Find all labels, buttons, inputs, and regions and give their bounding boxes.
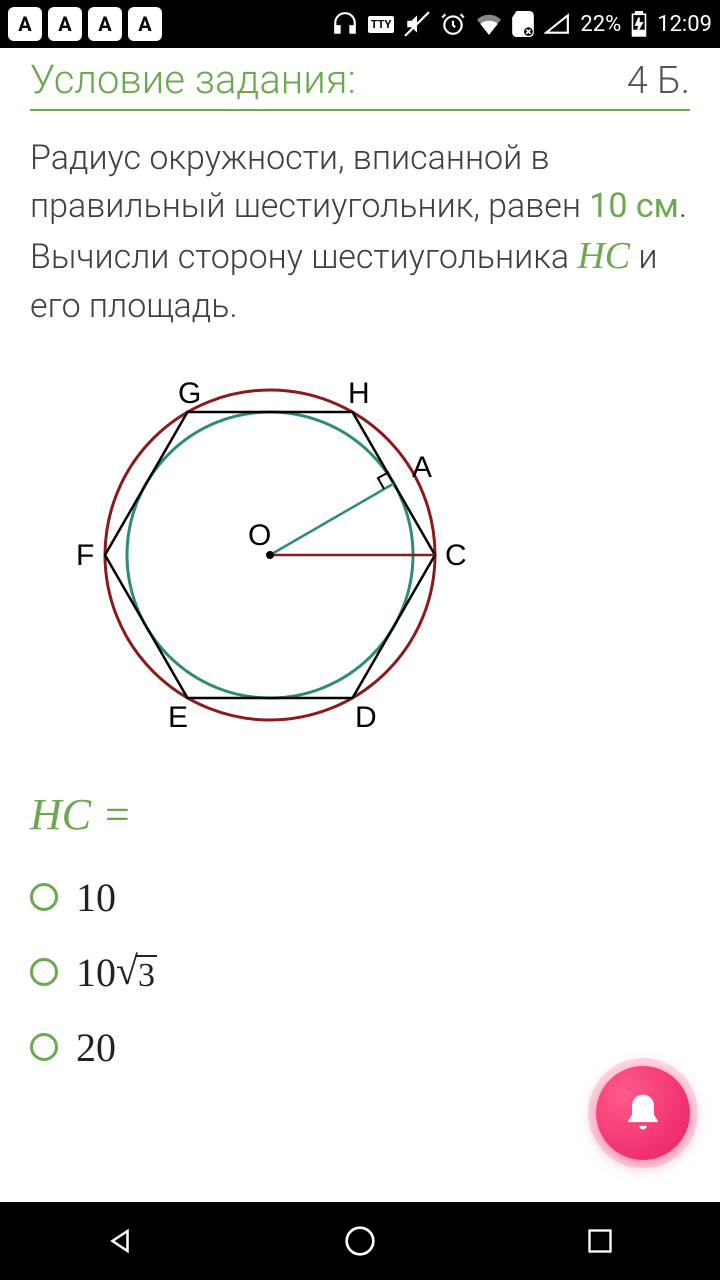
sim-icon xyxy=(512,11,534,37)
title-row: Условие задания: 4 Б. xyxy=(30,48,690,111)
var-HC: HC xyxy=(577,235,630,277)
option-value-1: 10 xyxy=(76,874,116,921)
label-F: F xyxy=(76,539,94,572)
app-icon[interactable]: A xyxy=(8,7,42,41)
problem-text: Радиус окружности, вписанной в правильны… xyxy=(30,111,690,355)
back-button[interactable] xyxy=(100,1221,140,1261)
option-row[interactable]: 10 xyxy=(30,860,690,935)
task-points: 4 Б. xyxy=(627,59,690,103)
nav-bar xyxy=(0,1202,720,1280)
label-C: C xyxy=(445,539,467,572)
option-value-2: 10√3 xyxy=(76,949,157,996)
status-right: TTY 22% 12:09 xyxy=(332,11,712,37)
unit-cm: см xyxy=(627,186,678,226)
content: Условие задания: 4 Б. Радиус окружности,… xyxy=(0,48,720,1085)
value-10: 10 xyxy=(589,186,627,226)
wifi-icon xyxy=(476,13,502,35)
label-H: H xyxy=(348,377,370,410)
radio-icon[interactable] xyxy=(30,958,58,986)
task-title: Условие задания: xyxy=(30,56,356,103)
option-row[interactable]: 10√3 xyxy=(30,935,690,1010)
app-icon[interactable]: A xyxy=(48,7,82,41)
notification-fab[interactable] xyxy=(596,1066,690,1160)
hc-answer-label: HC = xyxy=(30,779,690,860)
radio-icon[interactable] xyxy=(30,883,58,911)
label-E: E xyxy=(168,701,188,734)
app-icon[interactable]: A xyxy=(128,7,162,41)
battery-icon xyxy=(631,11,647,37)
line-OA xyxy=(270,483,394,555)
home-button[interactable] xyxy=(340,1221,380,1261)
option-row[interactable]: 20 xyxy=(30,1010,690,1085)
mute-icon xyxy=(404,11,430,37)
headphones-icon xyxy=(332,11,358,37)
center-dot xyxy=(266,551,274,559)
recents-button[interactable] xyxy=(580,1221,620,1261)
radio-icon[interactable] xyxy=(30,1033,58,1061)
signal-icon xyxy=(544,13,570,35)
tty-icon: TTY xyxy=(368,16,395,33)
app-icon[interactable]: A xyxy=(88,7,122,41)
bell-icon xyxy=(621,1091,665,1135)
hexagon-diagram: G H A O C D E F xyxy=(30,355,690,779)
answer-options: 10 10√3 20 xyxy=(30,860,690,1085)
battery-percent: 22% xyxy=(580,12,621,37)
label-A: A xyxy=(412,451,432,484)
alarm-icon xyxy=(440,11,466,37)
option-value-3: 20 xyxy=(76,1024,116,1071)
time-text: 12:09 xyxy=(657,12,712,37)
label-D: D xyxy=(355,701,377,734)
label-G: G xyxy=(178,377,201,410)
status-left: A A A A xyxy=(8,7,162,41)
status-bar: A A A A TTY 22% 12:09 xyxy=(0,0,720,48)
label-O: O xyxy=(248,519,271,552)
problem-part1: Радиус окружности, вписанной в правильны… xyxy=(30,138,589,226)
